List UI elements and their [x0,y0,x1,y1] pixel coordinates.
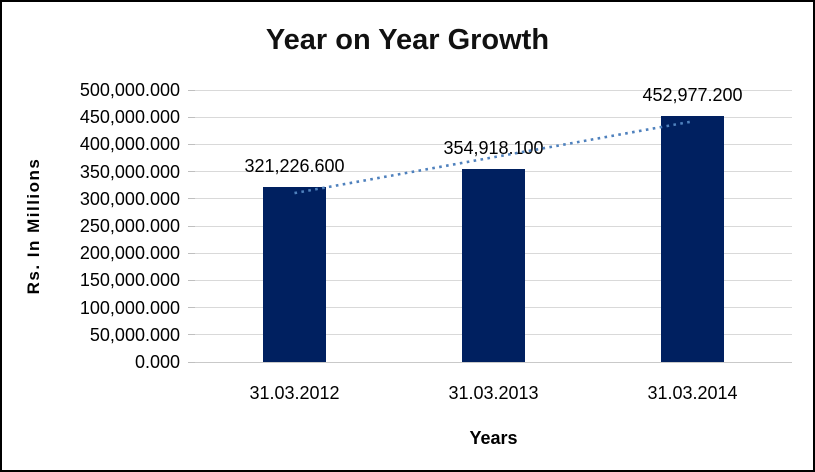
y-axis-tick-label: 150,000.000 [79,270,180,291]
y-axis-tickmark [188,143,195,145]
bar-31.03.2014 [661,115,724,362]
y-axis-tick-label: 0.000 [134,352,180,372]
y-axis-tickmark [188,89,195,91]
y-axis-tickmark [188,252,195,254]
x-axis-title: Years [469,428,518,448]
y-axis-tick-label: 50,000.000 [89,324,180,345]
x-axis-category-label: 31.03.2012 [249,383,340,403]
x-axis-category-label: 31.03.2013 [448,383,539,403]
y-axis-tickmark [188,171,195,173]
bar-value-label: 452,977.200 [642,84,743,105]
y-axis-tickmark [188,116,195,118]
y-axis-tick-label: 200,000.000 [79,243,180,264]
y-axis-tick-label: 500,000.000 [79,80,180,100]
y-axis-tickmark [188,334,195,336]
trendline [294,120,693,195]
y-axis-tickmark [188,279,195,281]
gridline [195,361,792,363]
y-axis-tick-label: 350,000.000 [79,161,180,182]
y-axis-tickmark [188,361,195,363]
y-axis-tickmark [188,225,195,227]
x-axis-category-label: 31.03.2014 [647,383,738,403]
bar-31.03.2013 [462,168,525,362]
y-axis-tick-label: 250,000.000 [79,216,180,236]
gridline [195,116,792,118]
y-axis-tick-label: 100,000.000 [79,297,180,318]
y-axis-tick-label: 400,000.000 [79,134,180,155]
chart-title: Year on Year Growth [265,24,550,56]
y-axis-tick-label: 300,000.000 [79,188,180,209]
y-axis-tick-label: 450,000.000 [79,107,180,128]
bar-31.03.2012 [263,187,326,362]
bar-value-label: 354,918.100 [443,137,544,158]
y-axis-tickmark [188,307,195,309]
gridline [195,89,792,91]
y-axis-tickmark [188,198,195,200]
bar-value-label: 321,226.600 [244,156,345,177]
gridline [195,143,792,145]
